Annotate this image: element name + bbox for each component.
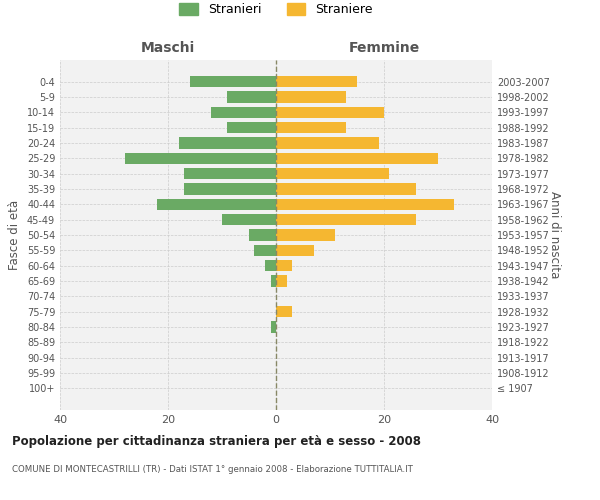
Text: Femmine: Femmine [349, 41, 419, 55]
Bar [157, 198, 276, 210]
Bar [222, 214, 276, 226]
Bar [254, 244, 276, 256]
Bar [227, 91, 276, 102]
Bar [276, 183, 416, 194]
Y-axis label: Anni di nascita: Anni di nascita [548, 192, 561, 278]
Bar [276, 214, 416, 226]
Text: Popolazione per cittadinanza straniera per età e sesso - 2008: Popolazione per cittadinanza straniera p… [12, 435, 421, 448]
Legend: Stranieri, Straniere: Stranieri, Straniere [179, 4, 373, 16]
Bar [271, 276, 276, 287]
Bar [276, 260, 292, 272]
Bar [276, 91, 346, 102]
Bar [211, 106, 276, 118]
Bar [276, 276, 287, 287]
Bar [276, 306, 292, 318]
Text: Maschi: Maschi [141, 41, 195, 55]
Bar [276, 152, 438, 164]
Bar [276, 198, 454, 210]
Bar [227, 122, 276, 134]
Bar [276, 244, 314, 256]
Bar [265, 260, 276, 272]
Bar [276, 229, 335, 241]
Bar [179, 137, 276, 148]
Bar [276, 76, 357, 88]
Bar [271, 322, 276, 333]
Y-axis label: Fasce di età: Fasce di età [8, 200, 21, 270]
Bar [276, 168, 389, 179]
Bar [276, 122, 346, 134]
Bar [190, 76, 276, 88]
Bar [249, 229, 276, 241]
Bar [276, 106, 384, 118]
Bar [184, 183, 276, 194]
Bar [276, 137, 379, 148]
Text: COMUNE DI MONTECASTRILLI (TR) - Dati ISTAT 1° gennaio 2008 - Elaborazione TUTTIT: COMUNE DI MONTECASTRILLI (TR) - Dati IST… [12, 465, 413, 474]
Bar [125, 152, 276, 164]
Bar [184, 168, 276, 179]
